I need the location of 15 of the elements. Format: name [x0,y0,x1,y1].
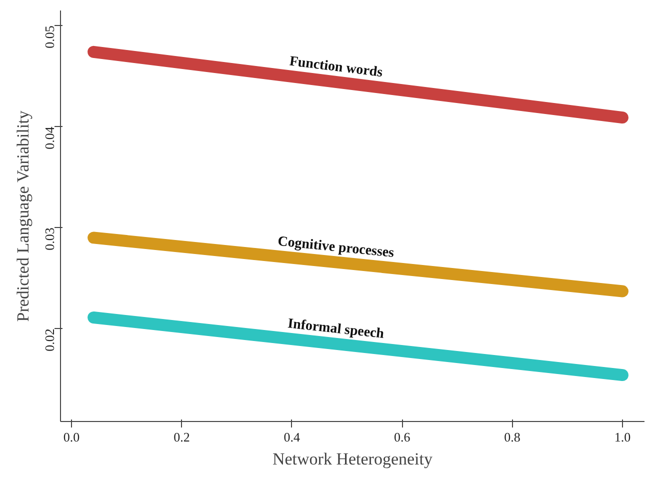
x-tick-label: 0.4 [284,430,301,444]
text: Cognitive processes [276,234,396,262]
x-axis-title: Network Heterogeneity [272,450,434,468]
y-tick-label: 0.05 [42,26,57,48]
text: Function words [288,54,384,81]
x-tick-label: 0.8 [504,430,520,444]
x-tick-label: 1.0 [614,430,631,444]
y-tick-label: 0.04 [42,126,57,150]
x-tick-label: 0.6 [394,430,411,444]
y-axis-title: Predicted Language Variability [14,110,32,322]
x-tick-label: 0.2 [174,430,190,444]
x-tick-label: 0.0 [63,430,80,444]
y-tick-label: 0.02 [42,328,57,352]
text: Informal speech [286,316,385,342]
y-tick-label: 0.03 [42,228,57,250]
